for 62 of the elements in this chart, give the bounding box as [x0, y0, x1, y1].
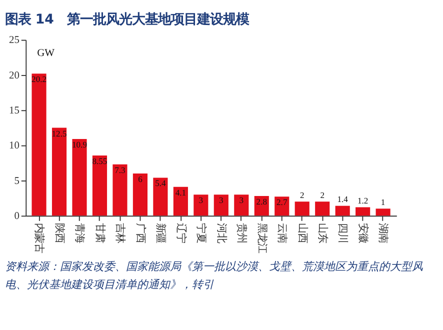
y-tick-label: 5 — [14, 176, 20, 187]
x-tick-label: 青海 — [74, 222, 86, 243]
x-tick-label: 新疆 — [154, 222, 167, 243]
bar — [132, 173, 148, 216]
chart-title: 图表 14 第一批风光大基地项目建设规模 — [4, 12, 250, 28]
data-label: 10.9 — [72, 140, 87, 150]
x-tick-label: 云南 — [276, 222, 288, 243]
bar — [153, 178, 168, 216]
bar — [173, 186, 188, 216]
data-label: 20.2 — [32, 74, 47, 84]
data-label: 1.2 — [357, 195, 368, 206]
bar — [214, 194, 228, 216]
bar — [376, 208, 390, 216]
y-axis-title: GW — [37, 48, 55, 59]
x-tick-label: 贵州 — [236, 222, 248, 243]
text: 资料来源：国家发改委、国家能源局《第一批以沙漠、戈壁、荒漠地区为重点的大型风电、光伏基地建设项目清单的通知》，转引 — [4, 260, 423, 291]
bar — [194, 194, 208, 216]
data-label: 7.3 — [114, 164, 126, 175]
bar — [92, 156, 108, 216]
data-label: 1.4 — [337, 194, 349, 204]
data-label: 2 — [300, 190, 304, 200]
y-tick-label: 25 — [9, 35, 20, 46]
x-tick-label: 安徽 — [356, 222, 369, 243]
x-tick-label: 内蒙古 — [33, 222, 46, 253]
x-tick-label: 黑龙江 — [256, 222, 268, 253]
bar — [234, 194, 249, 216]
x-tick-label: 辽宁 — [174, 222, 187, 243]
bar — [315, 202, 330, 216]
data-label: 1 — [380, 196, 386, 207]
data-label: 6 — [138, 174, 144, 184]
bar — [356, 207, 370, 216]
data-label: 2.7 — [276, 197, 288, 208]
x-tick-label: 吉林 — [114, 222, 126, 243]
x-tick-label: 甘肃 — [94, 222, 106, 243]
data-label: 3 — [239, 195, 244, 206]
x-tick-label: 河北 — [215, 222, 228, 243]
data-label: 2.8 — [256, 196, 267, 207]
data-label: 4.1 — [175, 187, 186, 198]
data-label: 8.55 — [92, 156, 108, 166]
x-tick-label: 湖南 — [377, 222, 390, 243]
y-tick-label: 15 — [9, 105, 20, 116]
data-label: 3 — [198, 195, 204, 206]
bar — [112, 164, 128, 216]
x-tick-label: 山西 — [296, 222, 308, 243]
bar — [52, 128, 67, 216]
y-tick-label: 0 — [14, 211, 20, 222]
data-label: 2 — [320, 190, 324, 200]
bar — [32, 74, 46, 216]
x-tick-label: 广西 — [134, 222, 146, 243]
y-tick-label: 20 — [9, 70, 20, 82]
data-label: 3 — [219, 195, 224, 206]
bar — [335, 206, 350, 216]
x-tick-label: 四川 — [336, 222, 349, 243]
bar — [274, 196, 290, 216]
bar — [72, 139, 87, 216]
x-tick-label: 宁夏 — [195, 222, 208, 243]
data-label: 5.4 — [155, 178, 167, 188]
x-tick-label: 山东 — [316, 222, 328, 243]
data-label: 12.5 — [52, 128, 67, 138]
bar — [294, 202, 310, 216]
y-tick-label: 10 — [9, 140, 20, 152]
x-tick-label: 陕西 — [53, 222, 66, 243]
